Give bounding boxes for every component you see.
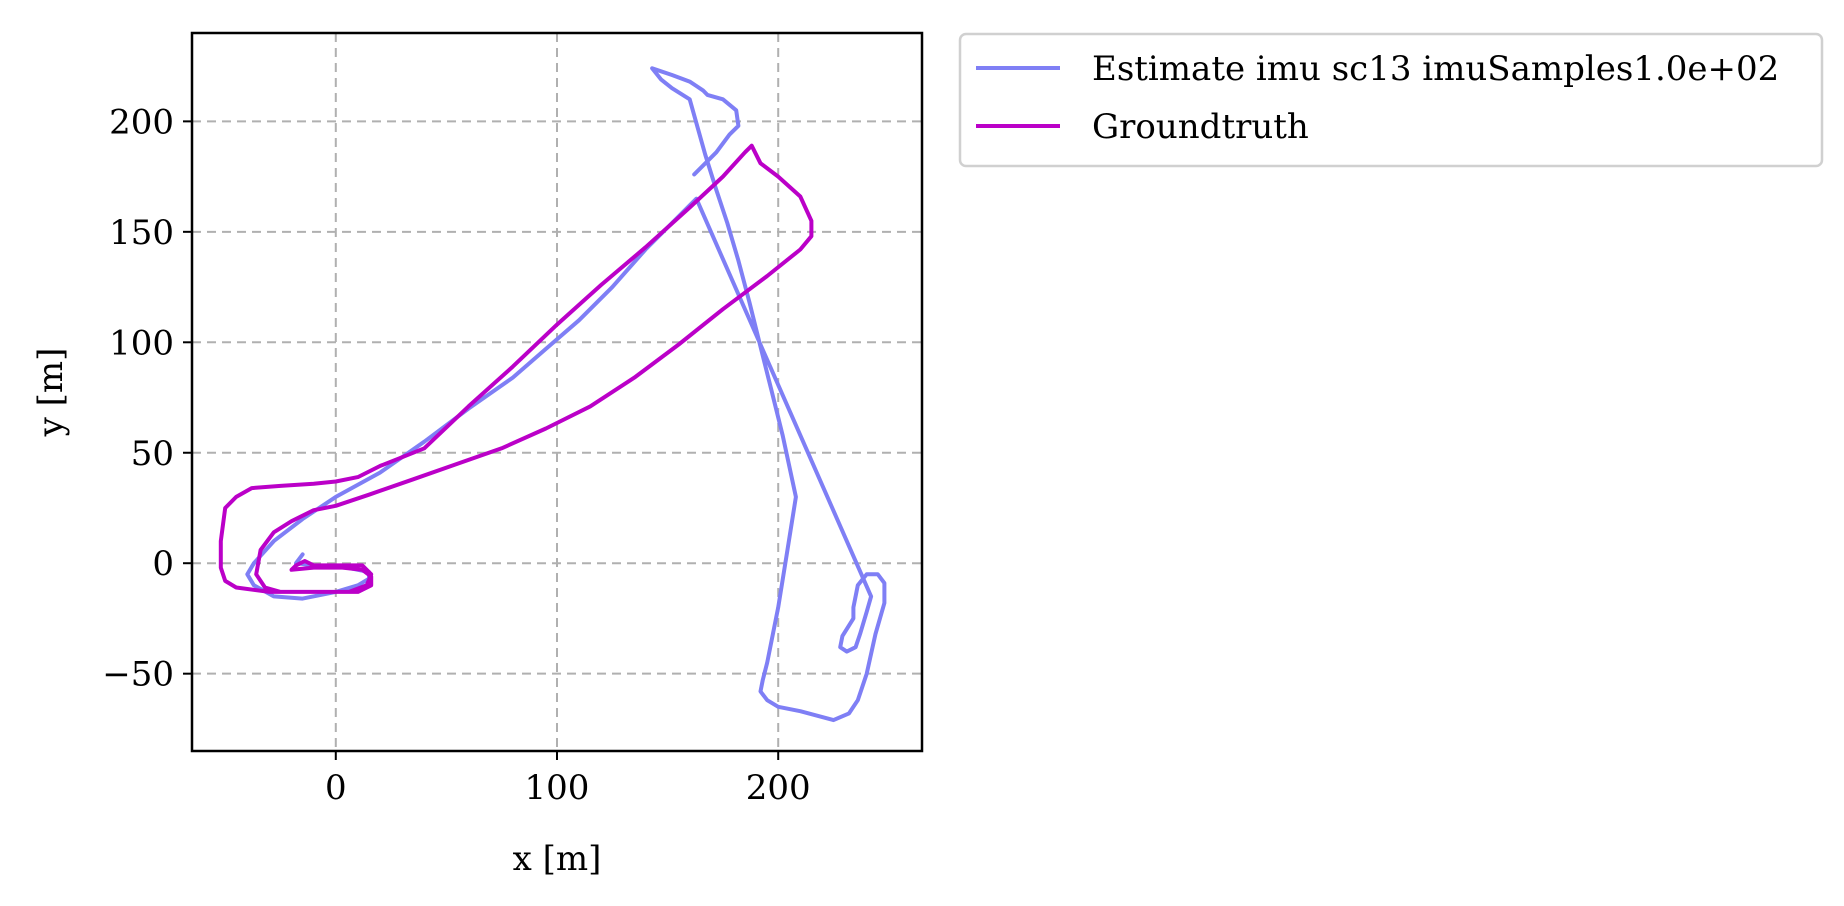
y-tick-label: 0 xyxy=(152,544,174,584)
series-line-groundtruth xyxy=(218,143,814,594)
series-lines xyxy=(218,66,887,723)
x-tick-label: 200 xyxy=(746,768,811,808)
legend-label-estimate: Estimate imu sc13 imuSamples1.0e+02 xyxy=(1092,49,1779,89)
series-line-estimate xyxy=(245,66,887,723)
y-tick-label: 100 xyxy=(109,323,174,363)
legend: Estimate imu sc13 imuSamples1.0e+02 Grou… xyxy=(958,32,1824,168)
y-axis-label: y [m] xyxy=(31,348,71,438)
axis-ticks: 0 100 200 −50 0 50 100 150 200 xyxy=(102,102,810,808)
x-axis-label: x [m] xyxy=(513,839,602,879)
legend-box xyxy=(958,32,1824,168)
x-tick-label: 0 xyxy=(325,768,347,808)
y-tick-label: 150 xyxy=(109,213,174,253)
grid-lines xyxy=(192,33,922,751)
y-tick-label: 50 xyxy=(131,434,174,474)
x-tick-label: 100 xyxy=(525,768,590,808)
y-tick-label: −50 xyxy=(102,655,174,695)
y-tick-label: 200 xyxy=(109,102,174,142)
legend-label-groundtruth: Groundtruth xyxy=(1092,107,1309,147)
